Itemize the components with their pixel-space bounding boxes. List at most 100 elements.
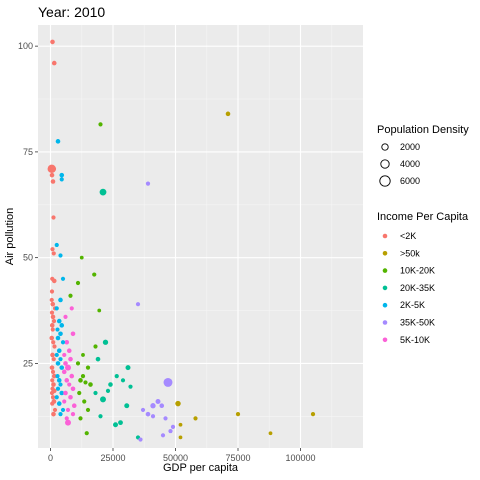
color-legend-label: 35K-50K [400,318,435,328]
data-point [49,365,55,370]
data-point [64,339,70,345]
size-legend-key [380,159,390,169]
data-point [68,356,73,362]
size-legend-title: Population Density [377,124,469,136]
data-point [150,414,156,419]
x-tick-label: 75000 [225,453,250,463]
data-point [159,403,165,409]
data-point [58,297,63,303]
data-point [69,306,74,311]
data-point [175,400,181,407]
data-point [70,412,76,417]
data-point [51,340,56,345]
data-point [50,369,56,374]
data-point [193,416,198,421]
color-legend-key [382,337,388,343]
data-point [55,361,61,366]
data-point [50,39,55,45]
size-legend-key [379,175,391,187]
data-point [52,407,58,413]
color-legend-key [382,251,388,256]
data-point [59,390,65,396]
data-point [64,416,69,421]
data-point [55,386,61,391]
plot-panel [38,25,363,448]
data-point [60,276,66,281]
data-point [63,314,68,319]
data-point [49,310,55,315]
data-point [225,111,231,117]
data-point [51,60,57,66]
data-point [178,422,183,427]
y-tick-label: 25 [23,358,33,368]
data-point [135,302,141,307]
color-legend-label: 5K-10K [400,335,430,345]
data-point [70,386,76,392]
data-point [49,172,55,178]
data-point [310,412,316,417]
data-point [140,407,146,413]
data-point [100,396,106,403]
data-point [51,319,57,324]
data-point [75,361,81,366]
color-legend-key [382,320,388,325]
data-point [62,399,67,404]
data-point [52,344,57,349]
data-point [78,416,83,421]
data-point [51,357,56,362]
data-point [170,424,176,429]
data-point [51,215,56,220]
data-point [51,251,56,256]
color-legend-key [382,302,388,308]
data-point [124,403,130,409]
data-point [50,247,55,252]
data-point [59,365,65,370]
data-point [56,401,62,406]
data-point [93,390,98,396]
data-point [75,280,81,286]
data-point [81,353,85,357]
x-tick-label: 25000 [100,453,125,463]
data-point [49,323,55,328]
data-point [235,412,241,417]
size-legend-key [381,143,389,151]
data-point [163,377,173,387]
data-point [120,378,126,383]
data-point [92,272,97,277]
data-point [118,420,123,426]
chart-title: Year: 2010 [38,4,105,20]
data-point [155,398,161,404]
color-legend-label: 10K-20K [400,266,435,276]
data-point [105,388,111,393]
data-point [65,407,71,413]
data-point [65,419,71,426]
data-point [95,356,101,362]
data-point [55,139,61,144]
data-point [85,407,91,413]
data-point [163,416,168,421]
data-point [84,431,89,436]
data-point [61,369,67,375]
data-point [50,327,55,332]
data-point [50,166,57,172]
data-point [168,428,173,434]
size-legend-label: 6000 [400,176,420,186]
data-point [79,255,84,260]
data-point [60,407,66,413]
data-point [50,276,55,281]
data-point [54,242,59,248]
data-point [49,289,55,294]
data-point [51,373,57,379]
data-point [114,373,119,379]
data-point [58,382,63,387]
data-point [99,188,107,196]
x-tick-label: 0 [48,453,53,463]
y-axis-title: Air pollution [4,208,16,265]
data-point [58,412,63,417]
color-legend-label: 20K-35K [400,283,435,293]
data-point [128,384,133,389]
data-point [82,399,87,404]
data-point [63,361,68,366]
data-point [71,403,77,409]
data-point [50,401,55,406]
